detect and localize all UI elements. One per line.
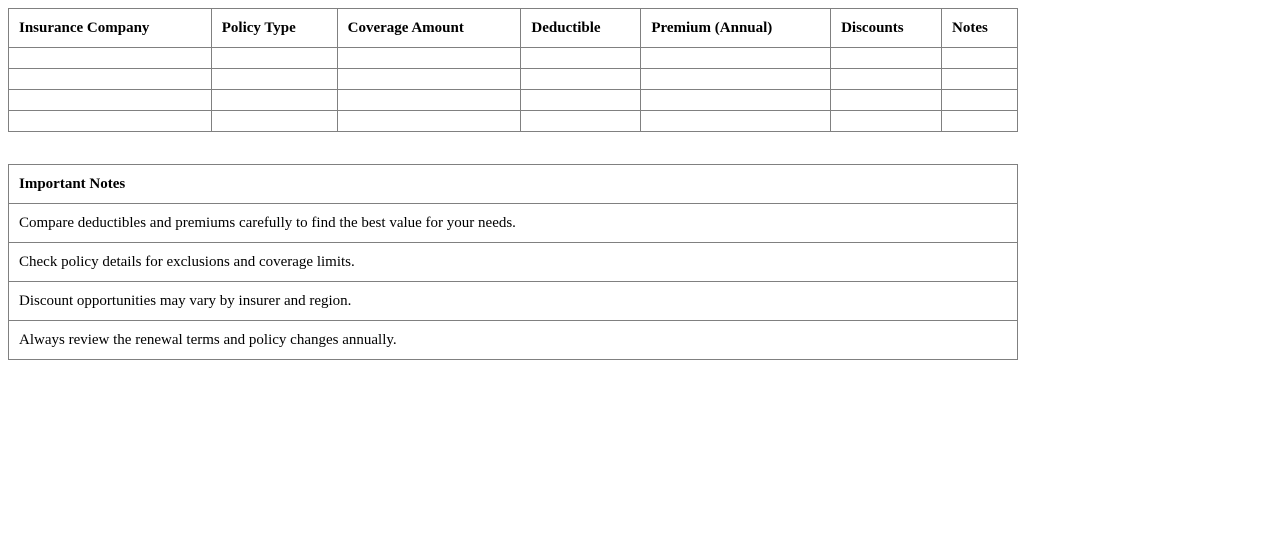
table-cell [210, 47, 338, 69]
table-cell [830, 47, 943, 69]
table-cell [8, 47, 212, 69]
note-text: Always review the renewal terms and poli… [8, 320, 1018, 360]
column-header: Policy Type [210, 8, 338, 48]
table-cell [520, 110, 642, 132]
note-row: Compare deductibles and premiums careful… [8, 203, 1018, 243]
table-cell [520, 89, 642, 111]
column-header: Deductible [520, 8, 642, 48]
table-cell [8, 110, 212, 132]
column-header: Coverage Amount [336, 8, 522, 48]
notes-title: Important Notes [8, 164, 1018, 204]
note-text: Discount opportunities may vary by insur… [8, 281, 1018, 321]
table-cell [210, 89, 338, 111]
table-cell [520, 47, 642, 69]
table-cell [640, 89, 832, 111]
table-cell [336, 89, 522, 111]
table-cell [830, 68, 943, 90]
table-cell [941, 47, 1018, 69]
table-row [8, 47, 1018, 69]
note-row: Discount opportunities may vary by insur… [8, 281, 1018, 321]
table-row [8, 110, 1018, 132]
table-cell [830, 89, 943, 111]
table-cell [941, 110, 1018, 132]
column-header: Notes [941, 8, 1018, 48]
table-cell [941, 68, 1018, 90]
header-row: Insurance Company Policy Type Coverage Amo… [8, 8, 1018, 48]
note-text: Compare deductibles and premiums careful… [8, 203, 1018, 243]
column-header: Premium (Annual) [640, 8, 832, 48]
table-cell [640, 68, 832, 90]
table-row [8, 89, 1018, 111]
notes-header-row: Important Notes [8, 164, 1018, 204]
column-header: Discounts [830, 8, 943, 48]
table-cell [210, 68, 338, 90]
note-row: Always review the renewal terms and poli… [8, 320, 1018, 360]
table-cell [941, 89, 1018, 111]
note-text: Check policy details for exclusions and … [8, 242, 1018, 282]
note-row: Check policy details for exclusions and … [8, 242, 1018, 282]
table-cell [8, 89, 212, 111]
table-cell [830, 110, 943, 132]
column-header: Insurance Company [8, 8, 212, 48]
table-cell [336, 110, 522, 132]
table-cell [520, 68, 642, 90]
important-notes-table: Important Notes Compare deductibles and … [8, 164, 1018, 360]
table-cell [336, 68, 522, 90]
table-cell [8, 68, 212, 90]
table-cell [336, 47, 522, 69]
table-cell [210, 110, 338, 132]
table-cell [640, 110, 832, 132]
table-row [8, 68, 1018, 90]
insurance-comparison-table: Insurance Company Policy Type Coverage Amo… [8, 8, 1018, 132]
table-cell [640, 47, 832, 69]
